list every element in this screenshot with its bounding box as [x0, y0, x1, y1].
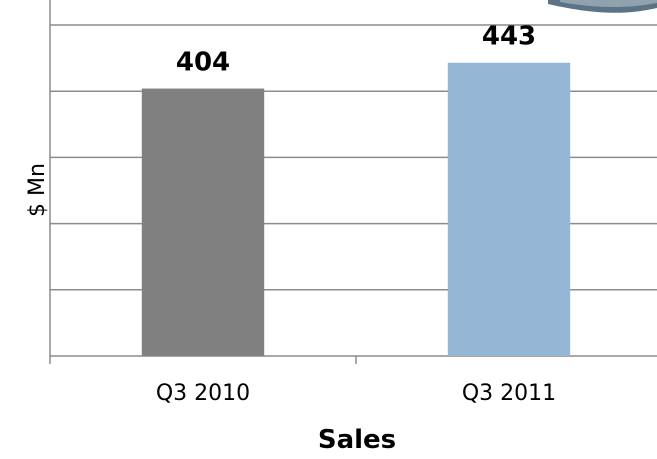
x-tick-labels: Q3 2010 Q3 2011 [156, 381, 556, 406]
data-label: 443 [482, 22, 536, 52]
y-axis-title: $ Mn [25, 163, 50, 217]
x-axis-title: Sales [318, 425, 396, 454]
bar-q3-2010 [141, 88, 265, 356]
bar-q3-2011 [447, 62, 571, 356]
data-label: 404 [176, 48, 230, 78]
x-tick-label: Q3 2010 [156, 381, 250, 406]
data-labels: 404 443 [176, 22, 536, 78]
bars [141, 62, 571, 356]
x-tick-label: Q3 2011 [462, 381, 556, 406]
corner-decoration-shadow [560, 0, 657, 7]
